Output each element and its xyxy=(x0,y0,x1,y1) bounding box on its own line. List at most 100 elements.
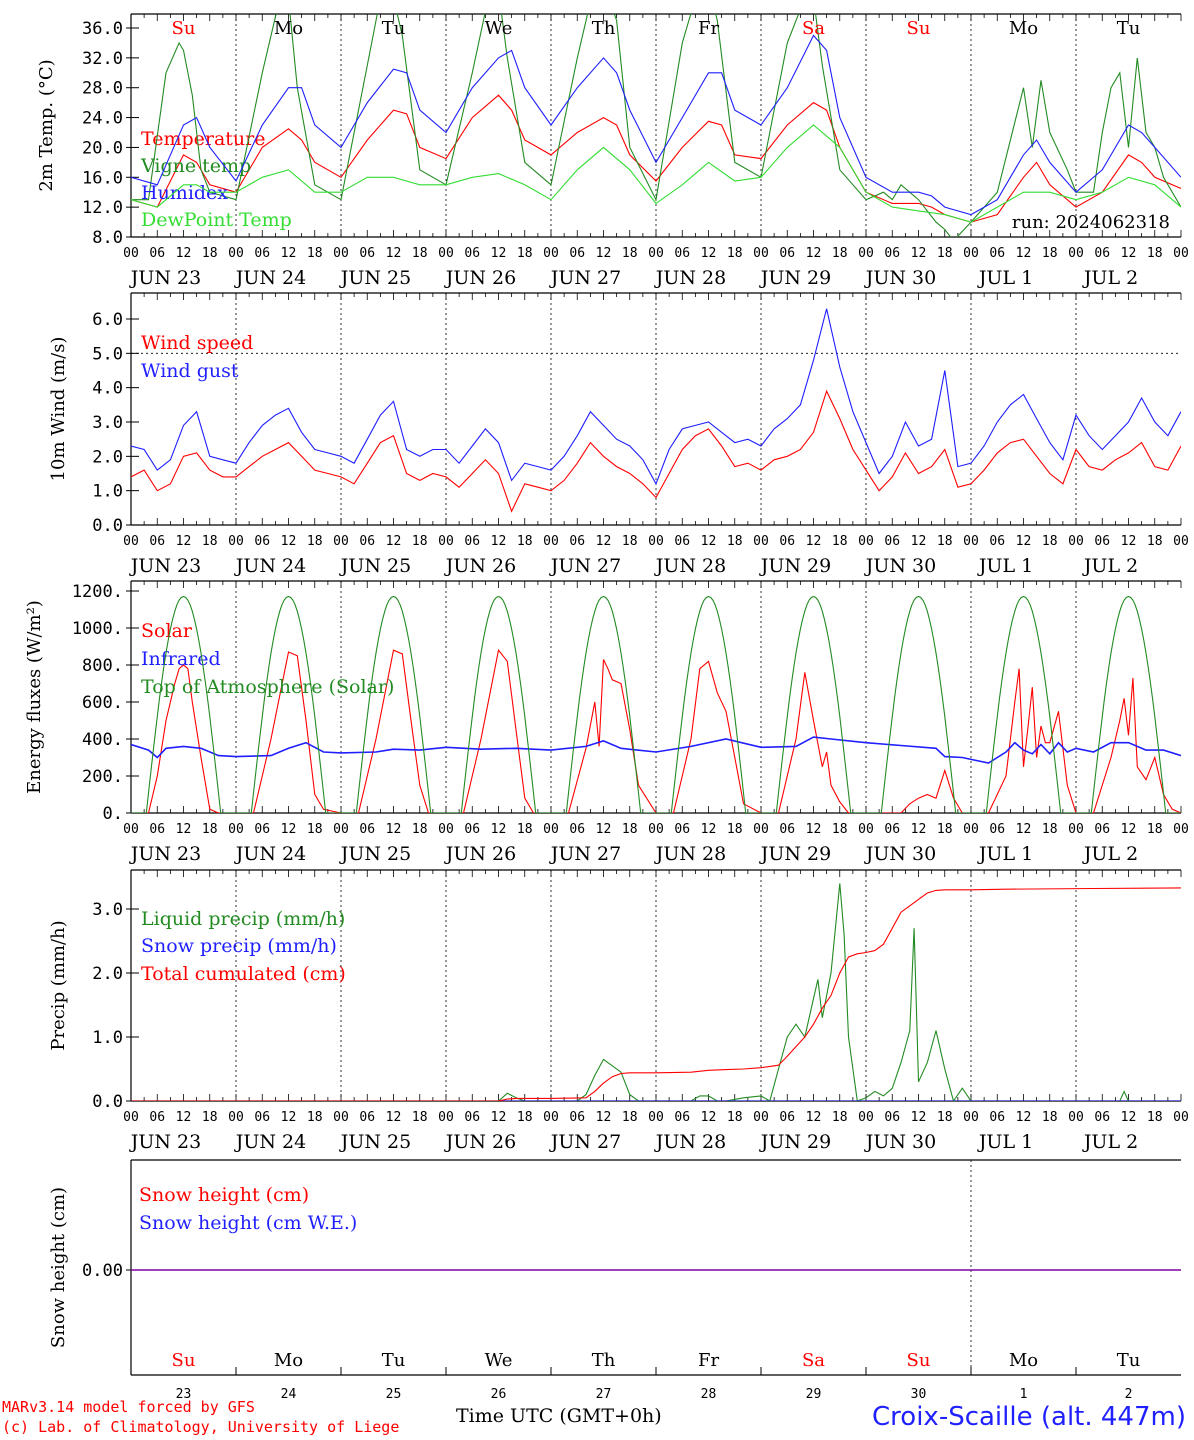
hour-tick-label: 00 xyxy=(228,822,244,837)
hour-tick-label: 00 xyxy=(543,246,559,261)
date-label: JUN 23 xyxy=(129,555,201,577)
y-tick-label: 200. xyxy=(82,767,123,787)
hour-tick-label: 12 xyxy=(911,822,927,837)
hour-tick-label: 06 xyxy=(149,534,165,549)
hour-tick-label: 00 xyxy=(123,246,139,261)
x-axis-title: Time UTC (GMT+0h) xyxy=(456,1405,662,1427)
day-name: Th xyxy=(592,18,616,39)
hour-tick-label: 06 xyxy=(359,822,375,837)
date-label: JUN 26 xyxy=(444,555,516,577)
hour-tick-label: 00 xyxy=(858,534,874,549)
date-label: JUN 30 xyxy=(864,843,936,865)
legend-snow-height-cm-w-e-: Snow height (cm W.E.) xyxy=(139,1212,357,1234)
legend-total-cumulated-cm-: Total cumulated (cm) xyxy=(141,963,346,985)
hour-tick-label: 18 xyxy=(937,1110,953,1125)
day-name: Tu xyxy=(1117,18,1141,39)
hour-tick-label: 12 xyxy=(281,1110,297,1125)
date-label: JUN 24 xyxy=(234,555,306,577)
hour-tick-label: 00 xyxy=(648,534,664,549)
hour-tick-label: 18 xyxy=(1147,534,1163,549)
y-axis-label: Energy fluxes (W/m²) xyxy=(24,600,45,794)
hour-tick-label: 18 xyxy=(832,1110,848,1125)
date-label: JUN 23 xyxy=(129,1131,201,1153)
y-axis-label: 2m Temp. (°C) xyxy=(36,59,57,191)
y-tick-label: 600. xyxy=(82,693,123,713)
hour-tick-label: 18 xyxy=(727,1110,743,1125)
hour-tick-label: 18 xyxy=(202,534,218,549)
hour-tick-label: 12 xyxy=(1121,822,1137,837)
date-label: JUN 28 xyxy=(654,267,726,289)
hour-tick-label: 06 xyxy=(779,534,795,549)
legend-dewpoint-temp: DewPoint Temp xyxy=(141,209,292,231)
date-label: JUN 27 xyxy=(549,1131,621,1153)
hour-tick-label: 18 xyxy=(727,534,743,549)
y-tick-label: 400. xyxy=(82,730,123,750)
day-name: Tu xyxy=(1117,1350,1141,1371)
hour-tick-label: 18 xyxy=(1042,246,1058,261)
hour-tick-label: 06 xyxy=(254,1110,270,1125)
date-label: JUN 24 xyxy=(234,267,306,289)
series-line-solar xyxy=(131,648,1181,813)
y-tick-label: 800. xyxy=(82,656,123,676)
hour-tick-label: 06 xyxy=(674,1110,690,1125)
hour-tick-label: 12 xyxy=(176,822,192,837)
day-name: We xyxy=(485,1350,513,1371)
hour-tick-label: 06 xyxy=(149,822,165,837)
legend-top-of-atmosphere-solar-: Top of Atmosphere (Solar) xyxy=(141,676,394,698)
hour-tick-label: 12 xyxy=(1121,246,1137,261)
panel-temperature: 00 06 12 18 00 06 12 18 00 06 12 18 00 06 12 18 00 06 12 18… xyxy=(36,13,1189,289)
hour-tick-label: 00 xyxy=(1173,822,1189,837)
hour-tick-label: 06 xyxy=(569,246,585,261)
y-tick-label: 24.0 xyxy=(82,109,123,129)
day-name: Mo xyxy=(274,1350,303,1371)
hour-tick-label: 12 xyxy=(176,1110,192,1125)
date-label: JUN 25 xyxy=(339,843,411,865)
hour-tick-label: 18 xyxy=(307,1110,323,1125)
hour-tick-label: 06 xyxy=(359,246,375,261)
hour-tick-label: 00 xyxy=(963,534,979,549)
hour-tick-label: 12 xyxy=(911,534,927,549)
hour-tick-label: 18 xyxy=(202,1110,218,1125)
date-label: JUN 27 xyxy=(549,843,621,865)
y-tick-label: 6.0 xyxy=(92,310,123,330)
hour-tick-label: 12 xyxy=(806,246,822,261)
hour-tick-label: 18 xyxy=(517,246,533,261)
hour-tick-label: 12 xyxy=(911,246,927,261)
hour-tick-label: 00 xyxy=(1173,1110,1189,1125)
hour-tick-label: 00 xyxy=(753,534,769,549)
hour-tick-label: 00 xyxy=(123,822,139,837)
hour-tick-label: 18 xyxy=(517,822,533,837)
hour-tick-label: 18 xyxy=(937,534,953,549)
hour-tick-label: 00 xyxy=(438,1110,454,1125)
day-name: Su xyxy=(907,1350,931,1371)
date-label: JUN 29 xyxy=(759,843,831,865)
date-label: JUN 23 xyxy=(129,267,201,289)
hour-tick-label: 00 xyxy=(753,1110,769,1125)
hour-tick-label: 12 xyxy=(701,1110,717,1125)
series-line-humidex xyxy=(131,34,1181,216)
y-tick-label: 0.00 xyxy=(82,1261,123,1281)
y-tick-label: 28.0 xyxy=(82,79,123,99)
hour-tick-label: 00 xyxy=(543,534,559,549)
hour-tick-label: 18 xyxy=(1147,822,1163,837)
hour-tick-label: 00 xyxy=(123,534,139,549)
hour-tick-label: 06 xyxy=(674,534,690,549)
hour-tick-label: 00 xyxy=(228,1110,244,1125)
hour-tick-label: 06 xyxy=(569,1110,585,1125)
legend-liquid-precip-mm-h-: Liquid precip (mm/h) xyxy=(141,908,345,930)
date-label: JUN 23 xyxy=(129,843,201,865)
hour-tick-label: 12 xyxy=(806,1110,822,1125)
legend-wind-gust: Wind gust xyxy=(141,360,239,382)
hour-tick-label: 06 xyxy=(149,1110,165,1125)
hour-tick-label: 00 xyxy=(1068,246,1084,261)
hour-tick-label: 00 xyxy=(333,822,349,837)
hour-tick-label: 12 xyxy=(806,822,822,837)
hour-tick-label: 18 xyxy=(412,246,428,261)
y-tick-label: 32.0 xyxy=(82,49,123,69)
date-label: JUL 2 xyxy=(1082,843,1138,865)
hour-tick-label: 18 xyxy=(832,246,848,261)
date-label: JUL 2 xyxy=(1082,267,1138,289)
hour-tick-label: 06 xyxy=(149,246,165,261)
hour-tick-label: 06 xyxy=(464,246,480,261)
